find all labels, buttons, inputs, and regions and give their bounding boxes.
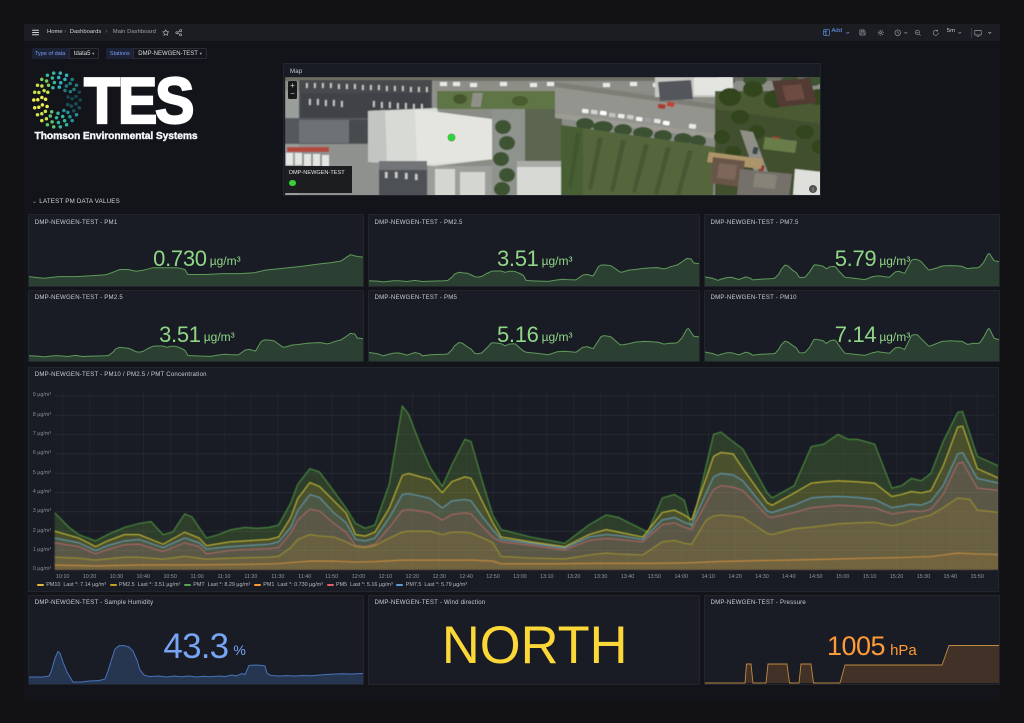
svg-text:i: i	[812, 187, 813, 193]
